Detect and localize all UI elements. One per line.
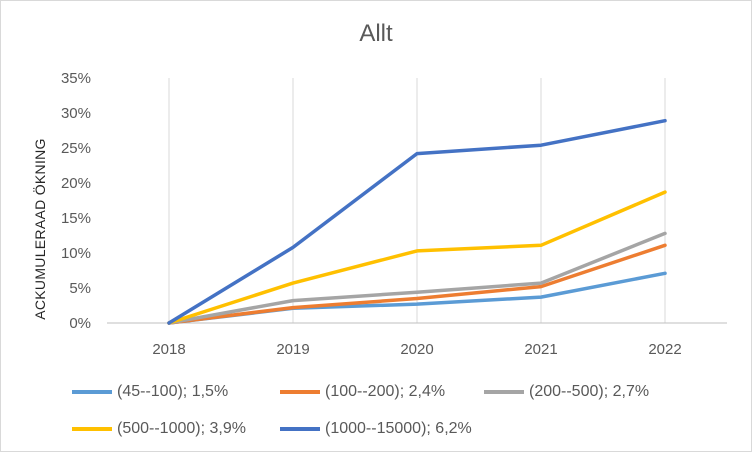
legend: (45--100); 1,5% (100--200); 2,4% (200--5… [72,378,742,452]
legend-label: (45--100); 1,5% [117,383,229,400]
y-tick-label: 10% [61,245,91,262]
legend-label: (100--200); 2,4% [325,383,446,400]
legend-row-1: (45--100); 1,5% (100--200); 2,4% (200--5… [72,378,742,415]
legend-label: (1000--15000); 6,2% [325,420,472,437]
y-tick-label: 25% [61,140,91,157]
tick-labels: 0% 5% 10% 15% 20% 25% 30% 35% 2018 2019 2020 2021 20… [61,70,682,358]
series-line [167,190,667,325]
legend-item: (1000--15000); 6,2% [280,415,472,443]
series-lines [167,118,667,325]
x-tick-label: 2021 [524,341,557,358]
legend-swatch [72,427,112,431]
legend-item: (200--500); 2,7% [484,378,649,406]
series-line [167,243,667,325]
legend-item: (100--200); 2,4% [280,378,445,406]
legend-swatch [280,390,320,394]
legend-item: (500--1000); 3,9% [72,415,246,443]
legend-item: (45--100); 1,5% [72,378,228,406]
x-tick-label: 2018 [152,341,185,358]
legend-label: (200--500); 2,7% [529,383,650,400]
legend-swatch [484,390,524,394]
y-tick-label: 0% [69,315,91,332]
x-tick-label: 2020 [400,341,433,358]
chart-title: Allt [359,20,393,47]
legend-swatch [72,390,112,394]
legend-label: (500--1000); 3,9% [117,420,246,437]
x-tick-label: 2019 [276,341,309,358]
y-tick-label: 20% [61,175,91,192]
series-line [167,231,667,325]
legend-row-2: (500--1000); 3,9% (1000--15000); 6,2% [72,415,742,452]
y-tick-label: 35% [61,70,91,87]
y-tick-label: 5% [69,280,91,297]
y-tick-label: 15% [61,210,91,227]
y-tick-label: 30% [61,105,91,122]
series-line [167,118,667,325]
x-tick-label: 2022 [648,341,681,358]
legend-swatch [280,427,320,431]
